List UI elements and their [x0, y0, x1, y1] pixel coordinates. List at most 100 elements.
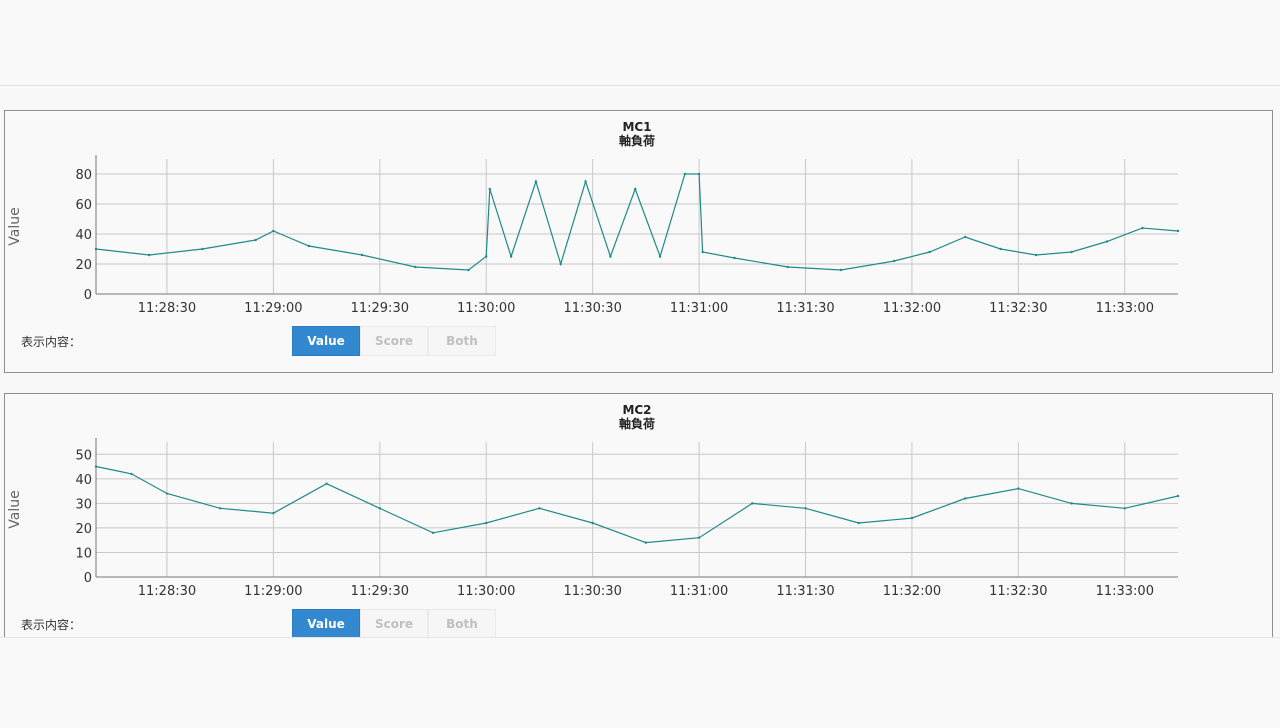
- score-button[interactable]: Score: [360, 326, 428, 356]
- data-point: [431, 531, 435, 535]
- data-point: [325, 482, 328, 485]
- data-point: [928, 250, 931, 254]
- data-point: [1176, 229, 1180, 233]
- y-tick-label: 30: [75, 497, 92, 512]
- data-point: [584, 180, 587, 183]
- x-tick-label: 11:30:30: [563, 301, 621, 316]
- data-point: [509, 255, 513, 258]
- data-point: [485, 521, 488, 525]
- data-point: [1034, 253, 1038, 257]
- data-point: [963, 497, 967, 500]
- data-point: [1070, 250, 1073, 254]
- data-point: [1141, 226, 1144, 230]
- data-point: [999, 247, 1002, 251]
- data-point: [360, 253, 364, 257]
- x-tick-label: 11:30:30: [563, 584, 621, 599]
- y-tick-label: 20: [75, 522, 92, 537]
- y-tick-label: 0: [84, 288, 92, 303]
- data-point: [218, 507, 222, 510]
- data-point: [559, 262, 562, 266]
- data-point: [701, 250, 704, 254]
- data-point: [467, 268, 470, 272]
- display-mode-label: 表示内容：: [21, 335, 82, 349]
- chart-title: MC1: [622, 120, 651, 134]
- data-point: [733, 256, 736, 260]
- x-tick-label: 11:31:00: [670, 584, 728, 599]
- top-header-bar: [0, 0, 1280, 86]
- data-point: [1070, 502, 1073, 505]
- series-line: [95, 173, 1179, 271]
- data-point: [378, 507, 382, 510]
- x-tick-label: 11:31:30: [776, 301, 834, 316]
- y-axis-label: Value: [7, 207, 23, 245]
- data-point: [857, 521, 860, 525]
- x-tick-label: 11:33:00: [1096, 301, 1154, 316]
- x-tick-label: 11:31:30: [776, 584, 834, 599]
- y-axis-label: Value: [7, 490, 23, 528]
- data-point: [634, 187, 637, 191]
- chart-subtitle: 軸負荷: [619, 133, 655, 148]
- data-point: [272, 229, 275, 233]
- data-point: [148, 253, 151, 257]
- x-tick-label: 11:33:00: [1096, 584, 1154, 599]
- x-tick-label: 11:31:00: [670, 301, 728, 316]
- data-point: [488, 187, 491, 191]
- display-mode-toggle[interactable]: Value Score Both: [292, 326, 496, 356]
- y-tick-label: 80: [75, 168, 92, 183]
- display-mode-label: 表示内容：: [21, 618, 82, 632]
- y-tick-label: 10: [75, 546, 92, 561]
- chart-title: MC2: [622, 403, 651, 417]
- data-point: [254, 238, 257, 242]
- data-point: [94, 465, 98, 468]
- data-point: [910, 516, 914, 520]
- data-point: [94, 247, 98, 251]
- data-point: [786, 265, 789, 269]
- y-tick-label: 0: [84, 571, 92, 586]
- data-point: [697, 172, 701, 176]
- data-point: [697, 536, 701, 539]
- data-point: [591, 521, 594, 525]
- data-point: [609, 255, 612, 258]
- x-tick-label: 11:32:30: [989, 301, 1047, 316]
- y-tick-label: 20: [75, 258, 92, 273]
- data-point: [1176, 494, 1180, 498]
- chart-list[interactable]: MC1 軸負荷 0 20 40 60 80 11:28:30 11:29:00 11:29:30 1…: [0, 86, 1280, 637]
- both-button[interactable]: Both: [428, 326, 496, 356]
- y-tick-label: 40: [75, 473, 92, 488]
- value-button[interactable]: Value: [292, 326, 360, 356]
- data-point: [644, 541, 648, 544]
- data-point: [751, 502, 754, 505]
- x-tick-label: 11:29:30: [351, 584, 409, 599]
- y-tick-label: 60: [75, 198, 92, 213]
- data-point: [658, 255, 662, 258]
- data-point: [414, 265, 417, 269]
- data-point: [683, 172, 687, 176]
- chart-panel-mc1: MC1 軸負荷 0 20 40 60 80 11:28:30 11:29:00 11:29:30 1…: [4, 110, 1273, 373]
- data-point: [201, 247, 204, 251]
- x-tick-label: 11:29:30: [351, 301, 409, 316]
- x-tick-label: 11:30:00: [457, 584, 515, 599]
- x-tick-label: 11:29:00: [244, 301, 302, 316]
- data-point: [272, 511, 275, 515]
- data-point: [165, 492, 169, 495]
- data-point: [130, 472, 133, 476]
- x-tick-label: 11:28:30: [138, 584, 196, 599]
- data-point: [534, 180, 538, 183]
- x-tick-label: 11:28:30: [138, 301, 196, 316]
- page-footer-area: [0, 637, 1280, 728]
- y-tick-label: 40: [75, 228, 92, 243]
- y-tick-label: 50: [75, 448, 92, 463]
- score-button[interactable]: Score: [360, 609, 428, 637]
- data-point: [1123, 507, 1126, 510]
- x-tick-label: 11:32:30: [989, 584, 1047, 599]
- data-point: [839, 268, 843, 272]
- display-mode-toggle[interactable]: Value Score Both: [292, 609, 496, 637]
- value-button[interactable]: Value: [292, 609, 360, 637]
- both-button[interactable]: Both: [428, 609, 496, 637]
- data-point: [892, 259, 896, 263]
- data-point: [1017, 487, 1020, 490]
- x-tick-label: 11:29:00: [244, 584, 302, 599]
- data-point: [538, 507, 541, 510]
